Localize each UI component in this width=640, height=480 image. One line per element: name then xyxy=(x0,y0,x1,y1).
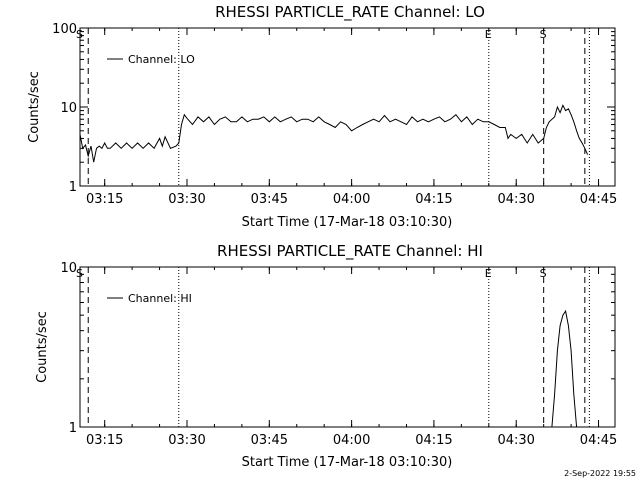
panel-title: RHESSI PARTICLE_RATE Channel: HI xyxy=(217,242,483,261)
panel-lo: RHESSI PARTICLE_RATE Channel: LO 03:15 03… xyxy=(27,3,617,230)
marker-label: E xyxy=(485,28,492,41)
marker-label: S xyxy=(540,267,547,280)
x-tick-label: 04:00 xyxy=(333,433,370,448)
x-tick-label: 04:15 xyxy=(415,192,452,207)
series-line-hi xyxy=(551,309,578,428)
y-tick-label: 10 xyxy=(60,261,77,276)
date-stamp: 2-Sep-2022 19:55 xyxy=(564,469,636,478)
panel-hi: RHESSI PARTICLE_RATE Channel: HI 03:15 03… xyxy=(35,242,617,470)
x-tick-label: 04:15 xyxy=(415,433,452,448)
plot-frame xyxy=(79,266,616,428)
legend-label: Channel: HI xyxy=(128,292,192,305)
x-tick-label: 04:30 xyxy=(497,433,534,448)
x-tick-label: 03:45 xyxy=(251,433,288,448)
x-tick-label: 04:30 xyxy=(497,192,534,207)
marker-label: E xyxy=(485,267,492,280)
x-tick-label: 03:45 xyxy=(251,192,288,207)
x-tick-label: 03:15 xyxy=(86,433,123,448)
x-axis-label: Start Time (17-Mar-18 03:10:30) xyxy=(242,215,453,230)
y-tick-label: 1 xyxy=(69,421,77,436)
x-tick-label: 03:30 xyxy=(168,433,205,448)
legend-label: Channel: LO xyxy=(128,53,195,66)
x-tick-label: 04:45 xyxy=(580,192,617,207)
y-tick-label: 10 xyxy=(60,101,77,116)
x-tick-label: 04:00 xyxy=(333,192,370,207)
y-tick-label: 1 xyxy=(69,180,77,195)
x-axis-label: Start Time (17-Mar-18 03:10:30) xyxy=(242,455,453,470)
marker-label: S xyxy=(540,28,547,41)
tick-group: 03:15 03:30 03:45 04:00 04:15 04:30 04:45 1 10 xyxy=(60,261,617,448)
plot-frame xyxy=(79,27,616,187)
y-tick-label: 100 xyxy=(52,22,77,37)
tick-group: 03:15 03:30 03:45 04:00 04:15 04:30 04:45 1 10 10… xyxy=(52,22,617,207)
x-tick-label: 04:45 xyxy=(580,433,617,448)
x-tick-label: 03:30 xyxy=(168,192,205,207)
y-axis-label: Counts/sec xyxy=(35,311,50,383)
marker-label: S xyxy=(76,28,83,41)
series-line-lo xyxy=(79,104,589,163)
y-axis-label: Counts/sec xyxy=(27,71,42,143)
panel-title: RHESSI PARTICLE_RATE Channel: LO xyxy=(215,3,485,22)
marker-label: S xyxy=(76,267,83,280)
x-tick-label: 03:15 xyxy=(86,192,123,207)
